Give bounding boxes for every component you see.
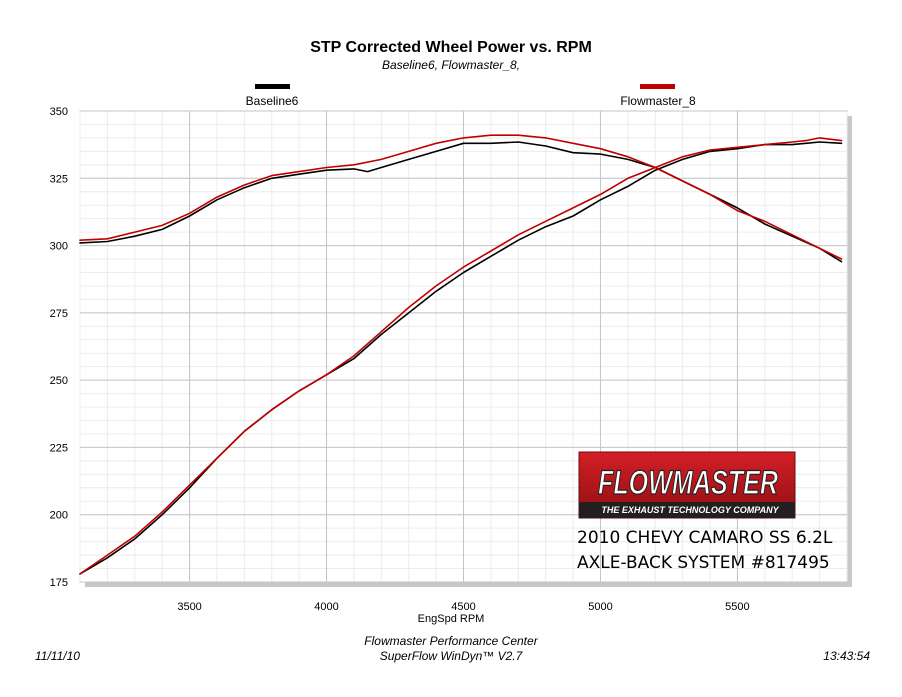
- x-tick-label: 5000: [588, 601, 612, 613]
- series-line-flowmaster-8-power: [79, 134, 843, 260]
- legend-label-flowmaster: Flowmaster_8: [620, 94, 696, 108]
- legend-swatch-flowmaster: [640, 84, 675, 89]
- y-tick-label: 300: [50, 241, 68, 253]
- grid-lines: [79, 110, 848, 583]
- flowmaster-logo: FLOWMASTER THE EXHAUST TECHNOLOGY COMPAN…: [578, 451, 796, 519]
- x-tick-label: 4500: [451, 601, 475, 613]
- logo-brand-text: FLOWMASTER: [598, 464, 778, 502]
- y-axis-ticks: 175 200 225 250 275 300 325 350: [50, 106, 68, 589]
- series-layer: [79, 134, 843, 575]
- chart-title: STP Corrected Wheel Power vs. RPM: [310, 39, 592, 56]
- footer-center-line1: Flowmaster Performance Center: [364, 634, 538, 648]
- y-tick-label: 225: [50, 442, 68, 454]
- y-tick-label: 200: [50, 510, 68, 522]
- y-tick-label: 275: [50, 308, 68, 320]
- footer-date: 11/11/10: [35, 649, 80, 663]
- x-tick-label: 4000: [314, 601, 338, 613]
- y-tick-label: 175: [50, 577, 68, 589]
- series-line-flowmaster-8-torque: [79, 137, 843, 575]
- footer-time: 13:43:54: [823, 649, 870, 663]
- x-tick-label: 3500: [177, 601, 201, 613]
- y-tick-label: 325: [50, 173, 68, 185]
- chart-subtitle: Baseline6, Flowmaster_8,: [382, 58, 520, 72]
- legend-swatch-baseline: [255, 84, 290, 89]
- footer-center-line2: SuperFlow WinDyn™ V2.7: [380, 649, 524, 663]
- x-tick-label: 5500: [725, 601, 749, 613]
- legend-label-baseline: Baseline6: [246, 94, 299, 108]
- x-axis-label: EngSpd RPM: [418, 613, 485, 625]
- y-tick-label: 250: [50, 375, 68, 387]
- x-axis-ticks: 3500 4000 4500 5000 5500: [177, 601, 749, 613]
- exhaust-system-text: AXLE-BACK SYSTEM #817495: [577, 553, 830, 573]
- car-model-text: 2010 CHEVY CAMARO SS 6.2L: [577, 528, 833, 548]
- logo-tagline-text: THE EXHAUST TECHNOLOGY COMPANY: [601, 505, 779, 515]
- y-tick-label: 350: [50, 106, 68, 118]
